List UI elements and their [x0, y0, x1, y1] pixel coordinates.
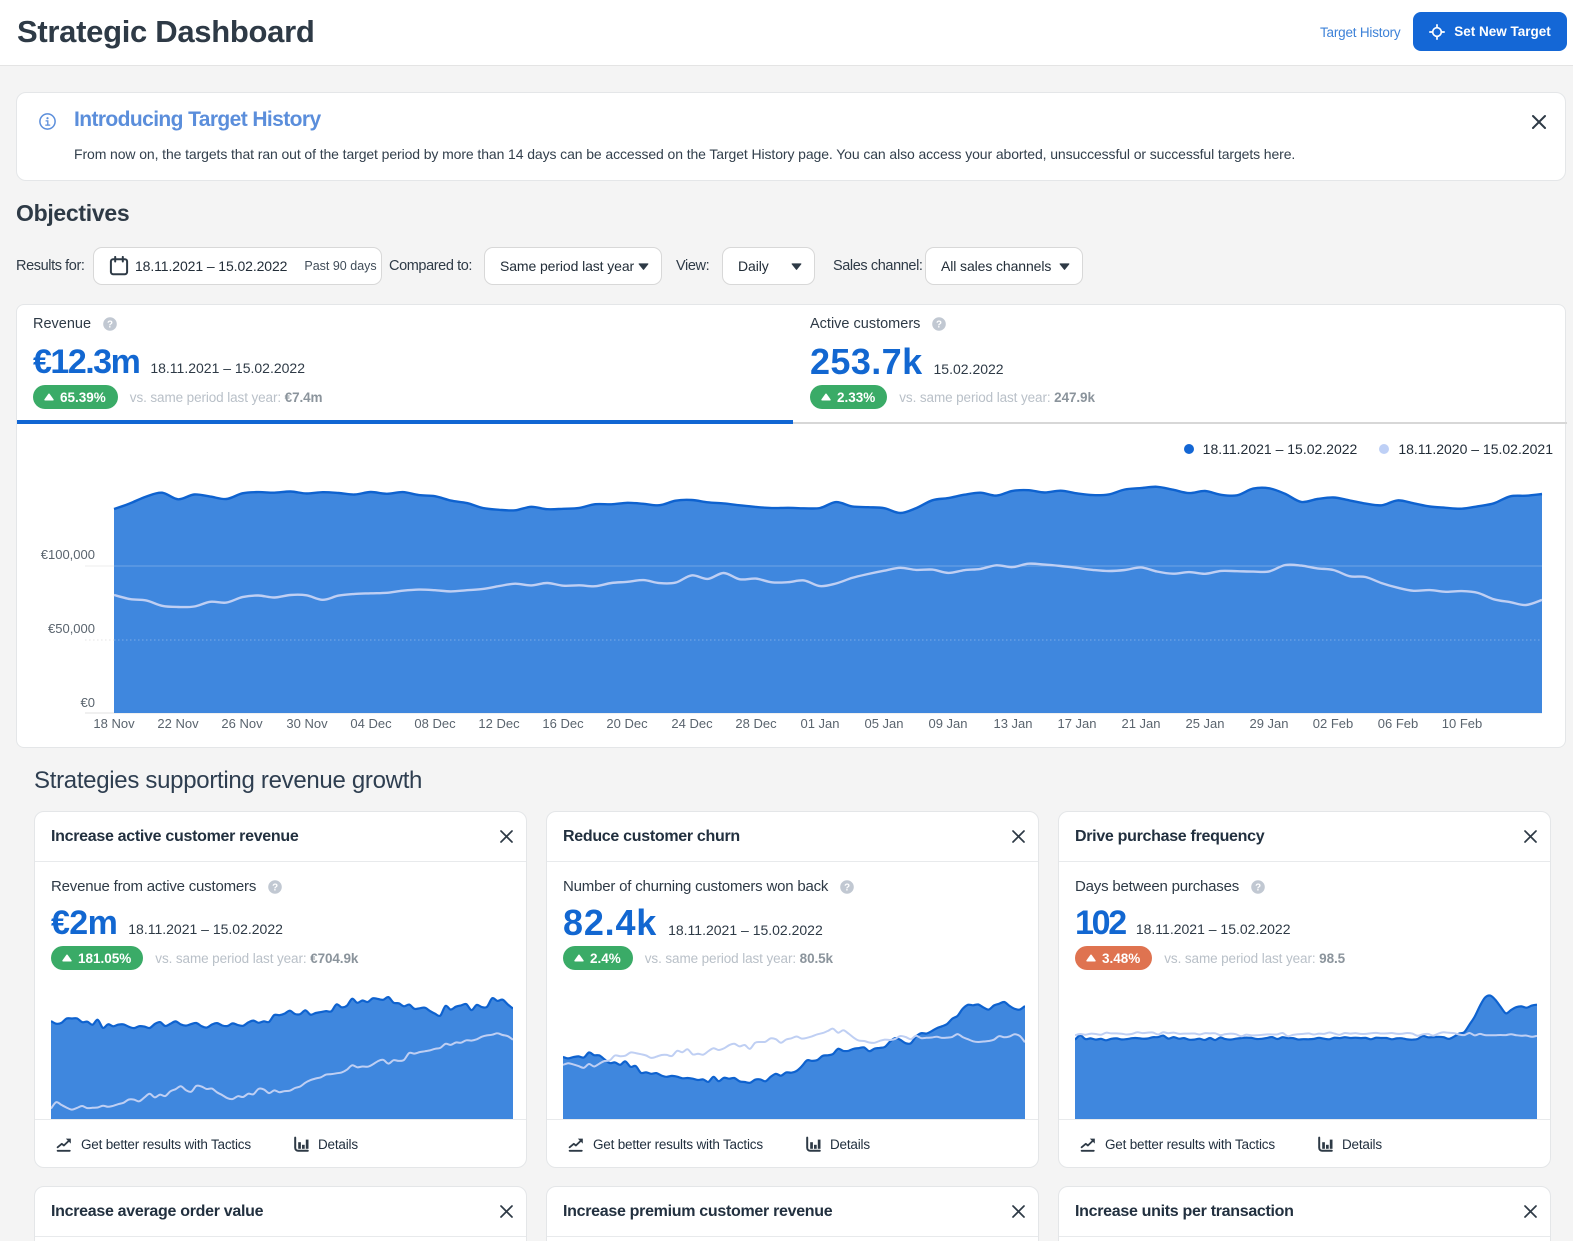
svg-text:10 Feb: 10 Feb — [1442, 716, 1482, 731]
svg-text:26 Nov: 26 Nov — [221, 716, 263, 731]
svg-text:€50,000: €50,000 — [48, 621, 95, 636]
svg-text:04 Dec: 04 Dec — [350, 716, 392, 731]
svg-text:30 Nov: 30 Nov — [286, 716, 328, 731]
svg-text:29 Jan: 29 Jan — [1249, 716, 1288, 731]
svg-text:24 Dec: 24 Dec — [671, 716, 713, 731]
svg-text:?: ? — [1255, 882, 1261, 893]
svg-text:16 Dec: 16 Dec — [542, 716, 584, 731]
svg-text:25 Jan: 25 Jan — [1185, 716, 1224, 731]
svg-text:12 Dec: 12 Dec — [478, 716, 520, 731]
svg-text:?: ? — [844, 882, 850, 893]
svg-text:01 Jan: 01 Jan — [800, 716, 839, 731]
svg-text:22 Nov: 22 Nov — [157, 716, 199, 731]
svg-text:13 Jan: 13 Jan — [993, 716, 1032, 731]
svg-text:17 Jan: 17 Jan — [1057, 716, 1096, 731]
svg-text:02 Feb: 02 Feb — [1313, 716, 1353, 731]
svg-text:€100,000: €100,000 — [41, 547, 95, 562]
svg-text:?: ? — [107, 319, 113, 330]
svg-text:?: ? — [272, 882, 278, 893]
svg-text:28 Dec: 28 Dec — [735, 716, 777, 731]
svg-text:20 Dec: 20 Dec — [606, 716, 648, 731]
svg-text:09 Jan: 09 Jan — [928, 716, 967, 731]
svg-text:?: ? — [936, 319, 942, 330]
svg-text:08 Dec: 08 Dec — [414, 716, 456, 731]
svg-text:€0: €0 — [81, 695, 95, 710]
svg-text:06 Feb: 06 Feb — [1378, 716, 1418, 731]
svg-text:18 Nov: 18 Nov — [93, 716, 135, 731]
svg-text:05 Jan: 05 Jan — [864, 716, 903, 731]
svg-text:21 Jan: 21 Jan — [1121, 716, 1160, 731]
